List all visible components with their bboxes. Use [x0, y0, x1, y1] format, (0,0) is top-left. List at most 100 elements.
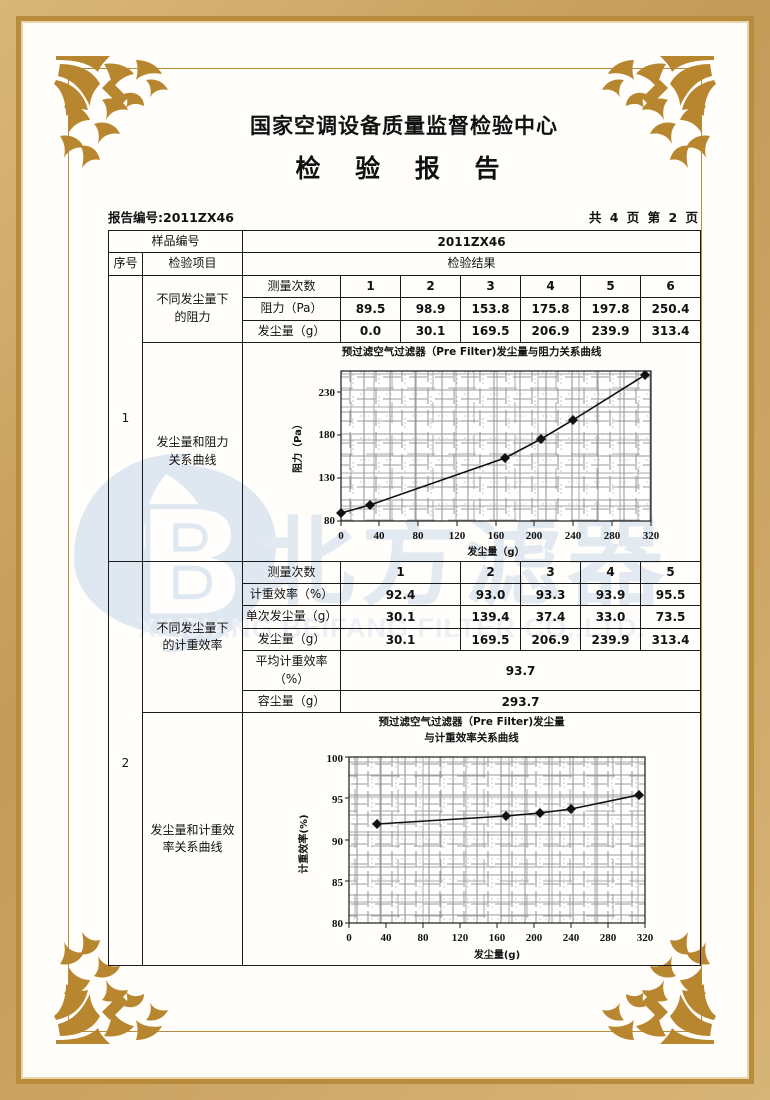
cell: 0.0 [340, 319, 402, 343]
cell: 30.1 [400, 319, 462, 343]
col-header-item: 检验项目 [141, 252, 244, 276]
cell: 89.5 [340, 297, 402, 321]
svg-text:100: 100 [326, 753, 343, 765]
cell: 153.8 [460, 297, 522, 321]
section2-item-label-line1: 不同发尘量下 [156, 620, 229, 635]
svg-text:40: 40 [380, 932, 392, 944]
cell-avg-efficiency: 93.7 [340, 650, 702, 692]
svg-text:320: 320 [636, 932, 653, 944]
section1-item-label: 不同发尘量下 的阻力 [141, 274, 244, 343]
section1-chart-label-line1: 发尘量和阻力 [156, 435, 229, 450]
section2-item-label-line2: 的计重效率 [162, 638, 223, 653]
section1-chart-label-line2: 关系曲线 [168, 452, 217, 467]
chart2-title: 预过滤空气过滤器（Pre Filter)发尘量 与计重效率关系曲线 [244, 715, 699, 747]
cell: 98.9 [400, 297, 462, 321]
chart-resistance-vs-dust: 预过滤空气过滤器（Pre Filter)发尘量与阻力关系曲线 [244, 345, 699, 559]
chart-efficiency-vs-dust: 预过滤空气过滤器（Pre Filter)发尘量 与计重效率关系曲线 [244, 715, 699, 963]
organization-title: 国家空调设备质量监督检验中心 [250, 114, 558, 138]
cell: 4 [520, 274, 582, 299]
chart1-series-line [340, 374, 645, 514]
row-label-dust-capacity: 容尘量（g） [242, 690, 342, 714]
cell: 2 [460, 560, 522, 585]
cell: 239.9 [580, 319, 642, 343]
section2-chart-label-line1: 发尘量和计重效 [150, 822, 235, 837]
table-row-s2-count: 2 不同发尘量下 的计重效率 测量次数 1 2 3 4 5 [108, 560, 702, 966]
cell: 175.8 [520, 297, 582, 321]
report-number-value: 2011ZX46 [163, 210, 234, 225]
report-table: 样品编号 2011ZX46 序号 检验项目 检验结果 1 不同发尘量下 的阻力 [107, 229, 702, 966]
svg-text:120: 120 [451, 932, 468, 944]
svg-text:0: 0 [338, 530, 344, 542]
cell: 93.0 [460, 583, 522, 607]
section1-item-label-line1: 不同发尘量下 [156, 292, 229, 307]
section2-item-label: 不同发尘量下 的计重效率 [141, 560, 244, 714]
cell: 30.1 [340, 605, 462, 629]
svg-text:240: 240 [564, 530, 581, 542]
cell: 4 [580, 560, 642, 585]
chart1-svg: 80 130 180 230 [291, 369, 659, 558]
cell: 93.9 [580, 583, 642, 607]
svg-text:240: 240 [562, 932, 579, 944]
cell: 92.4 [340, 583, 462, 607]
row-label-single-dust: 单次发尘量（g） [242, 605, 342, 629]
row-label-measure-count: 测量次数 [242, 274, 342, 299]
cell: 206.9 [520, 627, 582, 652]
table-row-s2-avg: 平均计重效率（%） 93.7 [109, 650, 702, 692]
cell: 30.1 [340, 627, 462, 652]
row-label-efficiency: 计重效率（%） [242, 583, 342, 607]
chart1-cell: 预过滤空气过滤器（Pre Filter)发尘量与阻力关系曲线 [242, 341, 702, 562]
chart1-ylabel: 阻力（Pa） [291, 419, 304, 473]
svg-text:230: 230 [318, 387, 335, 399]
cell: 95.5 [640, 583, 702, 607]
table-row-chart1: 发尘量和阻力 关系曲线 预过滤空气过滤器（Pre Filter)发尘量与阻力关系… [109, 341, 702, 562]
svg-text:180: 180 [318, 429, 335, 441]
table-row-headers: 序号 检验项目 检验结果 [108, 252, 702, 276]
cell: 93.3 [520, 583, 582, 607]
cell: 250.4 [640, 297, 702, 321]
cell: 313.4 [640, 319, 702, 343]
cell: 6 [640, 274, 702, 299]
sample-no-value: 2011ZX46 [242, 229, 702, 254]
chart1-title: 预过滤空气过滤器（Pre Filter)发尘量与阻力关系曲线 [341, 345, 602, 358]
chart1-series-markers [335, 369, 650, 518]
row-label-resistance: 阻力（Pa） [242, 297, 342, 321]
row-label-measure-count: 测量次数 [242, 560, 342, 585]
cell: 73.5 [640, 605, 702, 629]
cell: 169.5 [460, 319, 522, 343]
col-header-result: 检验结果 [242, 252, 702, 276]
cell: 5 [580, 274, 642, 299]
cell: 5 [640, 560, 702, 585]
chart2-cell: 预过滤空气过滤器（Pre Filter)发尘量 与计重效率关系曲线 [242, 712, 702, 966]
svg-text:95: 95 [332, 794, 344, 806]
cell: 2 [400, 274, 462, 299]
svg-text:120: 120 [448, 530, 465, 542]
svg-text:280: 280 [599, 932, 616, 944]
table-row-s1-dust: 发尘量（g） 0.0 30.1 169.5 206.9 239.9 313.4 [109, 319, 702, 343]
table-row-s1-resistance: 阻力（Pa） 89.5 98.9 153.8 175.8 197.8 250.4 [109, 297, 702, 321]
section2-chart-item-label: 发尘量和计重效 率关系曲线 [141, 712, 244, 966]
cell: 206.9 [520, 319, 582, 343]
row-label-dust: 发尘量（g） [242, 627, 342, 652]
svg-text:80: 80 [417, 932, 429, 944]
svg-text:200: 200 [525, 932, 542, 944]
sample-no-label: 样品编号 [107, 229, 244, 254]
cell: 3 [520, 560, 582, 585]
chart2-title-line1: 预过滤空气过滤器（Pre Filter)发尘量 [378, 716, 565, 729]
row-label-avg-efficiency: 平均计重效率（%） [242, 650, 342, 692]
svg-text:40: 40 [373, 530, 385, 542]
cell: 169.5 [460, 627, 522, 652]
svg-text:280: 280 [603, 530, 620, 542]
report-content: 国家空调设备质量监督检验中心 检 验 报 告 报告编号:2011ZX46 共 4… [107, 110, 702, 966]
document-page: B 北方滤器 XINJIANG BEIFANG FILTER CO.,LTD. … [28, 28, 742, 1072]
cell-dust-capacity: 293.7 [340, 690, 702, 714]
cell: 197.8 [580, 297, 642, 321]
svg-text:80: 80 [412, 530, 424, 542]
chart2-svg: 100 95 90 85 80 [297, 753, 654, 961]
cell: 37.4 [520, 605, 582, 629]
svg-text:85: 85 [332, 877, 344, 889]
chart2-ylabel: 计重效率(%) [297, 814, 310, 873]
chart2-series-markers [371, 789, 644, 829]
svg-text:160: 160 [488, 932, 505, 944]
chart1-xlabel: 发尘量（g） [466, 545, 524, 558]
svg-text:80: 80 [332, 918, 344, 930]
